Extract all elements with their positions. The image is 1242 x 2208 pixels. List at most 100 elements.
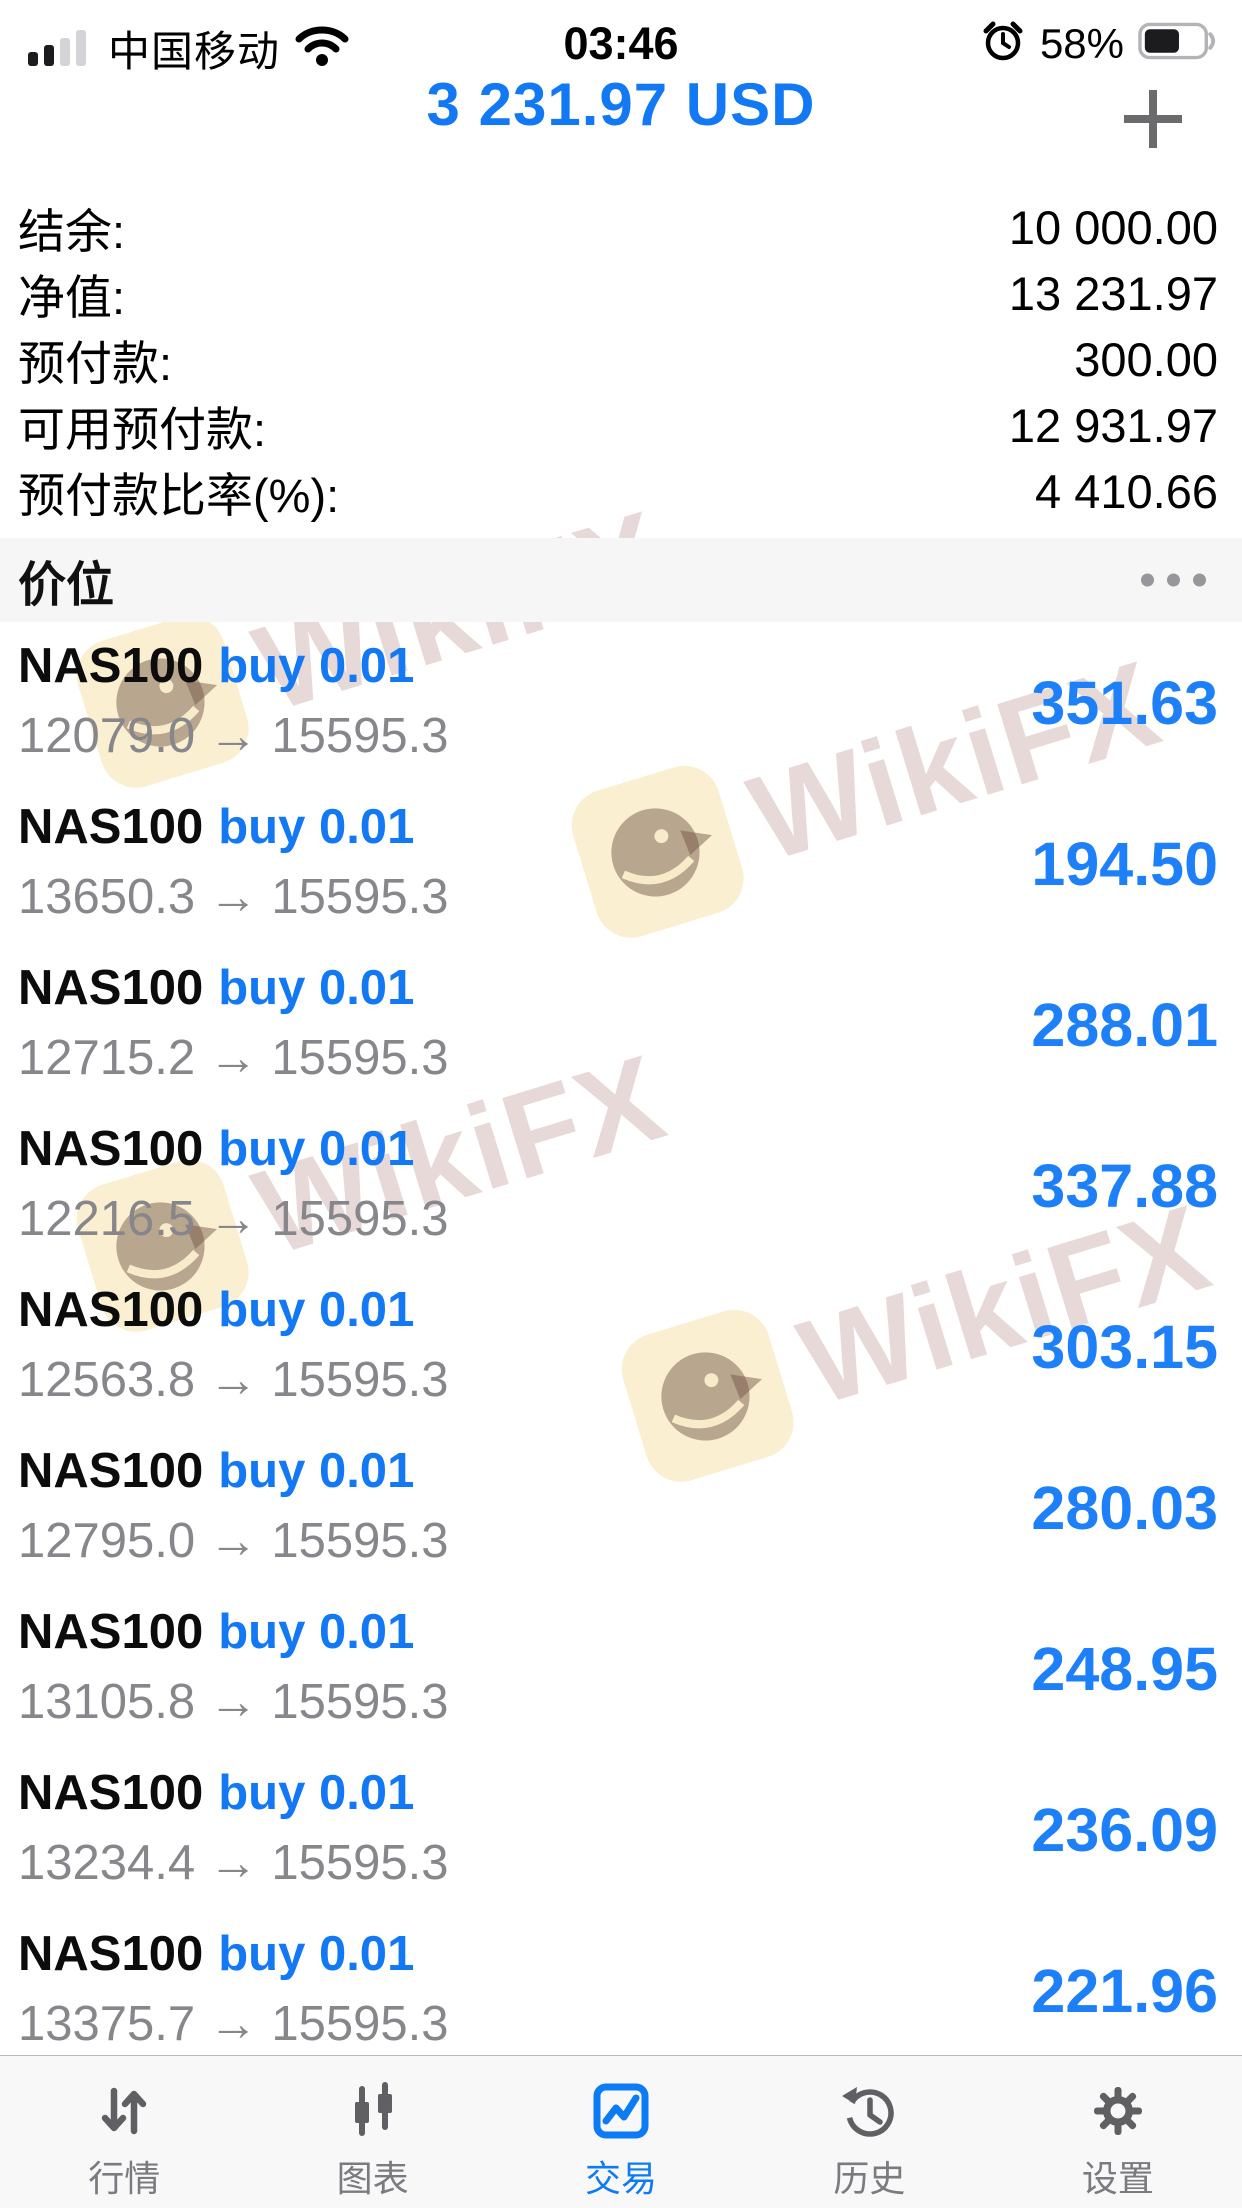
position-symbol: NAS100 xyxy=(18,1122,204,1176)
position-symbol: NAS100 xyxy=(18,961,204,1015)
position-profit: 351.63 xyxy=(1031,668,1218,737)
tab-label: 交易 xyxy=(585,2158,658,2199)
battery-percent-label: 58% xyxy=(1039,19,1124,67)
position-price-range: 13650.3 → 15595.3 xyxy=(18,870,449,924)
account-row-value: 12 931.97 xyxy=(1008,398,1218,452)
account-row-free-margin: 可用预付款: 12 931.97 xyxy=(18,392,1218,458)
account-row-label: 预付款: xyxy=(18,336,173,390)
trade-chart-icon xyxy=(589,2078,653,2144)
position-title: NAS100 buy 0.01 xyxy=(18,1604,414,1660)
position-side-volume: buy 0.01 xyxy=(218,1122,415,1176)
position-title: NAS100 buy 0.01 xyxy=(18,799,414,855)
position-profit: 288.01 xyxy=(1031,990,1218,1059)
updown-arrows-icon xyxy=(92,2078,156,2144)
position-title: NAS100 buy 0.01 xyxy=(18,1282,414,1338)
position-side-volume: buy 0.01 xyxy=(218,639,415,693)
position-side-volume: buy 0.01 xyxy=(218,1444,415,1498)
tab-label: 历史 xyxy=(833,2158,906,2199)
account-row-margin: 预付款: 300.00 xyxy=(18,326,1218,392)
account-row-label: 结余: xyxy=(18,204,126,258)
account-row-value: 4 410.66 xyxy=(1035,464,1218,518)
tab-quotes[interactable]: 行情 xyxy=(0,2056,248,2208)
alarm-icon xyxy=(980,18,1026,69)
section-title: 价位 xyxy=(18,559,115,612)
battery-icon xyxy=(1138,19,1218,68)
tab-label: 图表 xyxy=(336,2158,409,2199)
tab-charts[interactable]: 图表 xyxy=(248,2056,496,2208)
position-title: NAS100 buy 0.01 xyxy=(18,1765,414,1821)
position-profit: 194.50 xyxy=(1031,829,1218,898)
position-symbol: NAS100 xyxy=(18,1766,204,1820)
account-row-label: 可用预付款: xyxy=(18,402,267,456)
position-symbol: NAS100 xyxy=(18,639,204,693)
position-profit: 221.96 xyxy=(1031,1956,1218,2025)
position-price-range: 12216.5 → 15595.3 xyxy=(18,1192,449,1246)
history-clock-icon xyxy=(837,2078,901,2144)
position-price-range: 12715.2 → 15595.3 xyxy=(18,1031,449,1085)
tab-trade[interactable]: 交易 xyxy=(497,2056,745,2208)
position-symbol: NAS100 xyxy=(18,1283,204,1337)
wifi-icon xyxy=(294,24,350,73)
position-row[interactable]: NAS100 buy 0.01 12715.2 → 15595.3 288.01 xyxy=(0,944,1242,1105)
clock-time: 03:46 xyxy=(563,18,679,69)
position-row[interactable]: NAS100 buy 0.01 12795.0 → 15595.3 280.03 xyxy=(0,1427,1242,1588)
account-row-equity: 净值: 13 231.97 xyxy=(18,260,1218,326)
position-row[interactable]: NAS100 buy 0.01 12216.5 → 15595.3 337.88 xyxy=(0,1105,1242,1266)
position-row[interactable]: NAS100 buy 0.01 12079.0 → 15595.3 351.63 xyxy=(0,622,1242,783)
position-profit: 303.15 xyxy=(1031,1312,1218,1381)
position-row[interactable]: NAS100 buy 0.01 13375.7 → 15595.3 221.96 xyxy=(0,1910,1242,2071)
position-row[interactable]: NAS100 buy 0.01 13105.8 → 15595.3 248.95 xyxy=(0,1588,1242,1749)
position-profit: 280.03 xyxy=(1031,1473,1218,1542)
position-symbol: NAS100 xyxy=(18,1927,204,1981)
account-row-label: 净值: xyxy=(18,270,126,324)
account-summary: 结余: 10 000.00 净值: 13 231.97 预付款: 300.00 … xyxy=(18,194,1218,524)
position-symbol: NAS100 xyxy=(18,1444,204,1498)
position-price-range: 13105.8 → 15595.3 xyxy=(18,1675,449,1729)
position-side-volume: buy 0.01 xyxy=(218,1605,415,1659)
account-row-margin-level: 预付款比率(%): 4 410.66 xyxy=(18,458,1218,524)
tab-bar: 行情 图表 交易 xyxy=(0,2055,1242,2208)
position-symbol: NAS100 xyxy=(18,800,204,854)
position-title: NAS100 buy 0.01 xyxy=(18,1121,414,1177)
add-order-button[interactable] xyxy=(1118,84,1188,154)
account-row-value: 13 231.97 xyxy=(1008,266,1218,320)
more-menu-icon[interactable] xyxy=(1141,573,1206,587)
gear-icon xyxy=(1086,2078,1150,2144)
position-title: NAS100 buy 0.01 xyxy=(18,960,414,1016)
position-price-range: 13375.7 → 15595.3 xyxy=(18,1997,449,2051)
position-price-range: 12079.0 → 15595.3 xyxy=(18,709,449,763)
tab-settings[interactable]: 设置 xyxy=(994,2056,1242,2208)
positions-section-header: 价位 xyxy=(0,538,1242,622)
position-side-volume: buy 0.01 xyxy=(218,1766,415,1820)
position-price-range: 13234.4 → 15595.3 xyxy=(18,1836,449,1890)
position-row[interactable]: NAS100 buy 0.01 13234.4 → 15595.3 236.09 xyxy=(0,1749,1242,1910)
account-row-balance: 结余: 10 000.00 xyxy=(18,194,1218,260)
status-bar: 中国移动 03:46 58% xyxy=(0,0,1242,100)
account-row-label: 预付款比率(%): xyxy=(18,468,340,522)
position-title: NAS100 buy 0.01 xyxy=(18,1443,414,1499)
account-total: 3 231.97 USD xyxy=(426,71,816,138)
tab-label: 行情 xyxy=(88,2158,161,2199)
position-side-volume: buy 0.01 xyxy=(218,1927,415,1981)
position-side-volume: buy 0.01 xyxy=(218,1283,415,1337)
position-profit: 248.95 xyxy=(1031,1634,1218,1703)
position-profit: 236.09 xyxy=(1031,1795,1218,1864)
carrier-label: 中国移动 xyxy=(108,28,281,75)
positions-list: NAS100 buy 0.01 12079.0 → 15595.3 351.63 … xyxy=(0,622,1242,2071)
account-row-value: 300.00 xyxy=(1074,332,1218,386)
tab-label: 设置 xyxy=(1081,2158,1154,2199)
position-row[interactable]: NAS100 buy 0.01 12563.8 → 15595.3 303.15 xyxy=(0,1266,1242,1427)
position-price-range: 12563.8 → 15595.3 xyxy=(18,1353,449,1407)
account-row-value: 10 000.00 xyxy=(1008,200,1218,254)
position-title: NAS100 buy 0.01 xyxy=(18,1926,414,1982)
position-side-volume: buy 0.01 xyxy=(218,961,415,1015)
position-price-range: 12795.0 → 15595.3 xyxy=(18,1514,449,1568)
position-side-volume: buy 0.01 xyxy=(218,800,415,854)
candlestick-icon xyxy=(341,2078,405,2144)
position-title: NAS100 buy 0.01 xyxy=(18,638,414,694)
position-symbol: NAS100 xyxy=(18,1605,204,1659)
signal-strength-icon xyxy=(28,24,94,73)
position-row[interactable]: NAS100 buy 0.01 13650.3 → 15595.3 194.50 xyxy=(0,783,1242,944)
tab-history[interactable]: 历史 xyxy=(745,2056,993,2208)
